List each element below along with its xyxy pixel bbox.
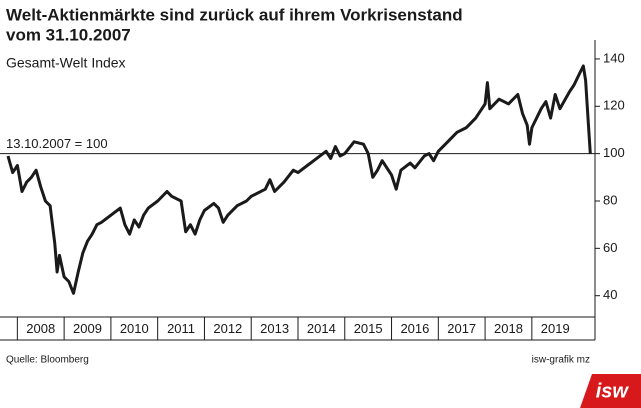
logo: isw (596, 380, 630, 402)
logo-shape (580, 374, 641, 408)
x-tick-label: 2010 (120, 321, 149, 336)
chart-title: Welt-Aktienmärkte sind zurück auf ihrem … (6, 5, 463, 24)
x-tick-label: 2014 (307, 321, 336, 336)
x-tick-label: 2012 (213, 321, 242, 336)
y-tick-label: 140 (603, 50, 625, 65)
x-tick-label: 2015 (354, 321, 383, 336)
reference-label: 13.10.2007 = 100 (6, 136, 108, 151)
chart-title: vom 31.10.2007 (6, 25, 131, 44)
x-tick-label: 2018 (494, 321, 523, 336)
y-tick-label: 40 (603, 287, 617, 302)
chart-subtitle: Gesamt-Welt Index (6, 55, 126, 71)
credit: isw-grafik mz (532, 355, 590, 366)
source: Quelle: Bloomberg (6, 355, 89, 366)
y-tick-label: 60 (603, 240, 617, 255)
x-tick-label: 2008 (26, 321, 55, 336)
y-tick-label: 100 (603, 145, 625, 160)
y-tick-label: 80 (603, 192, 617, 207)
x-tick-label: 2011 (167, 321, 195, 336)
index-line (6, 64, 592, 295)
x-tick-label: 2017 (447, 321, 476, 336)
x-tick-label: 2013 (260, 321, 289, 336)
x-tick-label: 2009 (73, 321, 102, 336)
x-tick-label: 2016 (400, 321, 429, 336)
y-tick-label: 120 (603, 98, 625, 113)
x-tick-label: 2019 (541, 321, 570, 336)
